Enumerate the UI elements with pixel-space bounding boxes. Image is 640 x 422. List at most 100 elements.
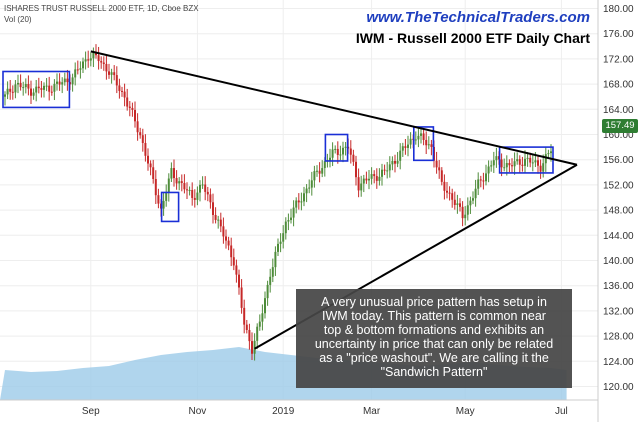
candle-body — [472, 198, 474, 201]
y-tick-label: 120.00 — [603, 382, 634, 393]
candle-body — [14, 84, 17, 93]
candle-body — [201, 184, 204, 186]
highlight-box — [160, 191, 180, 223]
candle-body — [396, 160, 399, 164]
candle-body — [97, 55, 100, 62]
candle-body — [344, 146, 347, 148]
candle-body — [381, 169, 383, 177]
y-tick-label: 132.00 — [603, 306, 634, 317]
candle-body — [427, 144, 430, 146]
candle-body — [248, 329, 251, 342]
highlight-box — [2, 70, 71, 109]
candle-body — [251, 341, 253, 354]
annotation-line: uncertainty in price that can only be re… — [314, 337, 554, 351]
candle-body — [386, 170, 389, 172]
candle-body — [209, 194, 212, 203]
candle-body — [95, 52, 97, 56]
candle-body — [417, 135, 420, 140]
y-tick-label: 144.00 — [603, 231, 634, 242]
candle-body — [451, 193, 454, 200]
candle-body — [331, 149, 334, 158]
candle-body — [147, 155, 149, 164]
y-tick-label: 176.00 — [603, 29, 634, 40]
candle-body — [414, 139, 417, 141]
candle-body — [526, 157, 529, 159]
candle-body — [152, 167, 155, 179]
candle-body — [316, 170, 318, 172]
candle-body — [339, 154, 342, 156]
y-tick-label: 124.00 — [603, 357, 634, 368]
candle-body — [435, 160, 438, 168]
candle-body — [144, 142, 147, 156]
candle-body — [134, 109, 136, 122]
x-tick-label: Sep — [82, 406, 100, 417]
candle-body — [79, 68, 82, 70]
candle-body — [61, 82, 64, 85]
candle-body — [310, 180, 313, 188]
candle-body — [212, 202, 214, 215]
y-tick-label: 128.00 — [603, 332, 634, 343]
candle-body — [464, 214, 467, 219]
candle-body — [170, 168, 173, 179]
candle-body — [368, 178, 370, 181]
candle-body — [469, 200, 472, 206]
candle-body — [253, 340, 256, 354]
candle-body — [139, 132, 142, 136]
candle-body — [399, 150, 402, 161]
candle-body — [430, 144, 433, 147]
candle-body — [136, 121, 139, 133]
candle-body — [420, 133, 422, 136]
y-tick-label: 164.00 — [603, 105, 634, 116]
candle-body — [448, 192, 451, 194]
candle-body — [266, 284, 269, 299]
candle-body — [87, 59, 90, 61]
candle-body — [487, 166, 490, 174]
x-axis: Sep Nov 2019 Mar May Jul — [82, 406, 568, 417]
x-tick-label: Jul — [555, 406, 568, 417]
candle-body — [500, 159, 503, 168]
candle-body — [323, 161, 326, 169]
highlight-box — [324, 133, 349, 162]
candle-body — [37, 86, 40, 89]
candle-body — [175, 178, 178, 184]
candle-body — [149, 163, 152, 168]
candle-body — [531, 162, 534, 164]
candle-body — [196, 192, 199, 200]
candle-body — [48, 85, 51, 92]
candle-body — [443, 181, 446, 191]
candle-body — [43, 85, 45, 90]
candle-body — [186, 189, 188, 191]
candle-body — [362, 178, 365, 184]
candle-body — [292, 207, 295, 218]
candle-body — [383, 169, 386, 171]
candle-body — [74, 69, 77, 78]
candle-body — [157, 195, 160, 204]
y-tick-label: 148.00 — [603, 206, 634, 217]
y-tick-label: 160.00 — [603, 130, 634, 141]
candle-body — [391, 160, 394, 165]
annotation-line: IWM today. This pattern is common near — [322, 309, 546, 323]
candle-body — [206, 191, 209, 195]
candle-body — [245, 324, 248, 330]
candle-body — [534, 160, 537, 163]
candle-body — [76, 69, 79, 71]
candle-body — [178, 181, 181, 184]
candle-body — [258, 321, 261, 327]
y-tick-label: 172.00 — [603, 54, 634, 65]
y-tick-label: 180.00 — [603, 4, 634, 15]
candle-body — [232, 257, 235, 266]
candle-body — [123, 91, 126, 98]
candle-body — [485, 173, 487, 182]
candle-body — [222, 226, 225, 237]
candle-body — [108, 71, 110, 75]
candle-body — [32, 92, 35, 96]
y-tick-label: 156.00 — [603, 155, 634, 166]
x-tick-label: Nov — [189, 406, 207, 417]
candle-body — [71, 77, 74, 85]
candle-body — [370, 174, 373, 179]
candle-body — [240, 287, 243, 308]
candle-body — [407, 144, 409, 148]
candle-body — [162, 200, 165, 209]
candle-body — [474, 188, 477, 199]
